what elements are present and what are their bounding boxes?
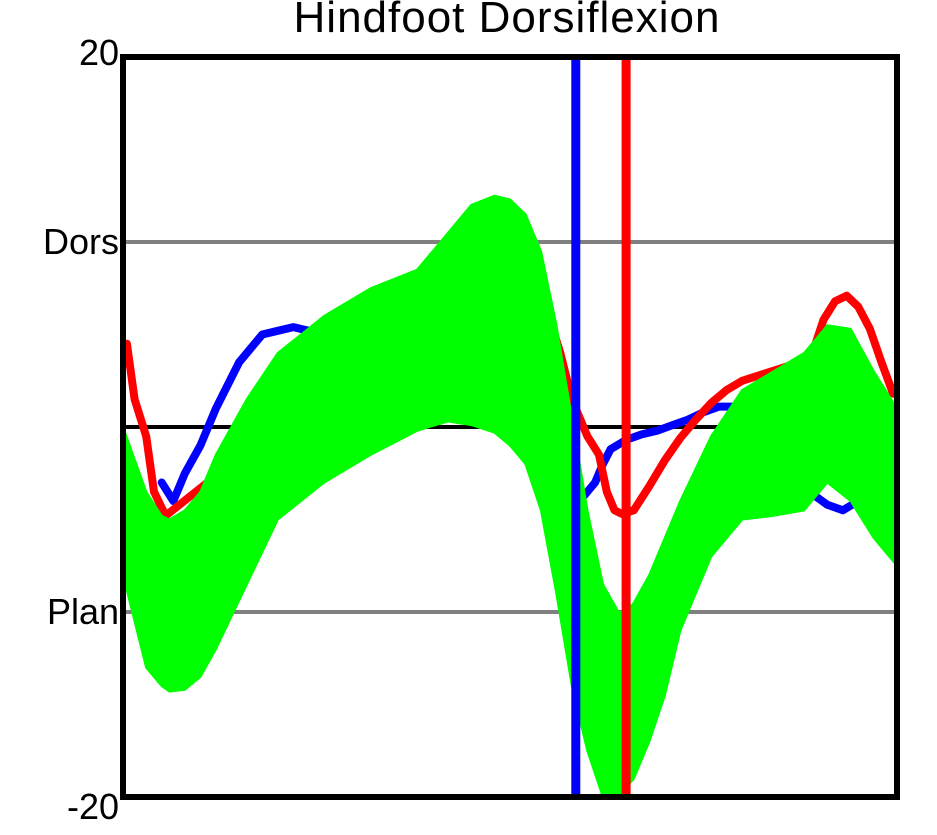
y-tick-labels: 20 Dors Plan -20 [43,32,119,827]
normal-range-band-overlay [122,194,898,798]
y-tick-label-2: Plan [47,591,119,632]
chart-title: Hindfoot Dorsiflexion [294,0,721,42]
y-tick-label-3: -20 [67,786,119,827]
event-lines-layer [571,57,631,797]
y-tick-label-0: 20 [79,32,119,73]
plot-frame [120,54,900,800]
series-layer [122,194,898,798]
y-tick-label-1: Dors [43,221,119,262]
